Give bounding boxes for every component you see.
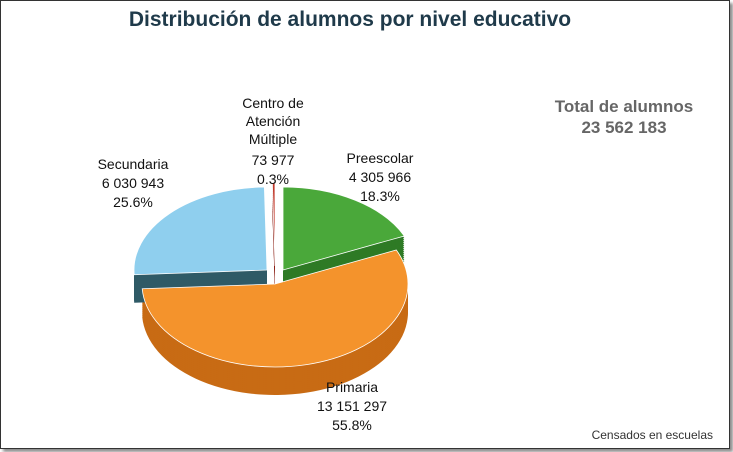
label-primaria-percent: 55.8% bbox=[332, 417, 372, 433]
label-cam-percent: 0.3% bbox=[257, 171, 289, 187]
label-primaria-name: Primaria bbox=[326, 379, 378, 395]
pie-slice-preescolar bbox=[282, 186, 405, 271]
label-preescolar-percent: 18.3% bbox=[360, 188, 400, 204]
label-preescolar-name: Preescolar bbox=[347, 150, 414, 166]
pie-slice-secundaria bbox=[133, 186, 268, 276]
footnote: Censados en escuelas bbox=[591, 428, 713, 442]
label-primaria-value: 13 151 297 bbox=[317, 398, 387, 414]
total-value: 23 562 183 bbox=[581, 118, 667, 137]
label-secundaria-percent: 25.6% bbox=[113, 194, 153, 210]
label-cam-name-3: Múltiple bbox=[249, 131, 297, 147]
pie-slice-cam bbox=[271, 182, 276, 267]
label-secundaria-value: 6 030 943 bbox=[102, 175, 164, 191]
total-box: Total de alumnos 23 562 183 bbox=[540, 96, 708, 138]
chart-title: Distribución de alumnos por nivel educat… bbox=[128, 8, 572, 31]
label-secundaria-name: Secundaria bbox=[98, 156, 169, 172]
total-label: Total de alumnos bbox=[554, 97, 694, 116]
label-cam-name-1: Centro de bbox=[242, 95, 304, 111]
pie-slice-primaria bbox=[141, 249, 409, 368]
label-cam-name-2: Atención bbox=[246, 113, 300, 129]
label-preescolar-value: 4 305 966 bbox=[349, 169, 411, 185]
label-cam-value: 73 977 bbox=[252, 152, 295, 168]
